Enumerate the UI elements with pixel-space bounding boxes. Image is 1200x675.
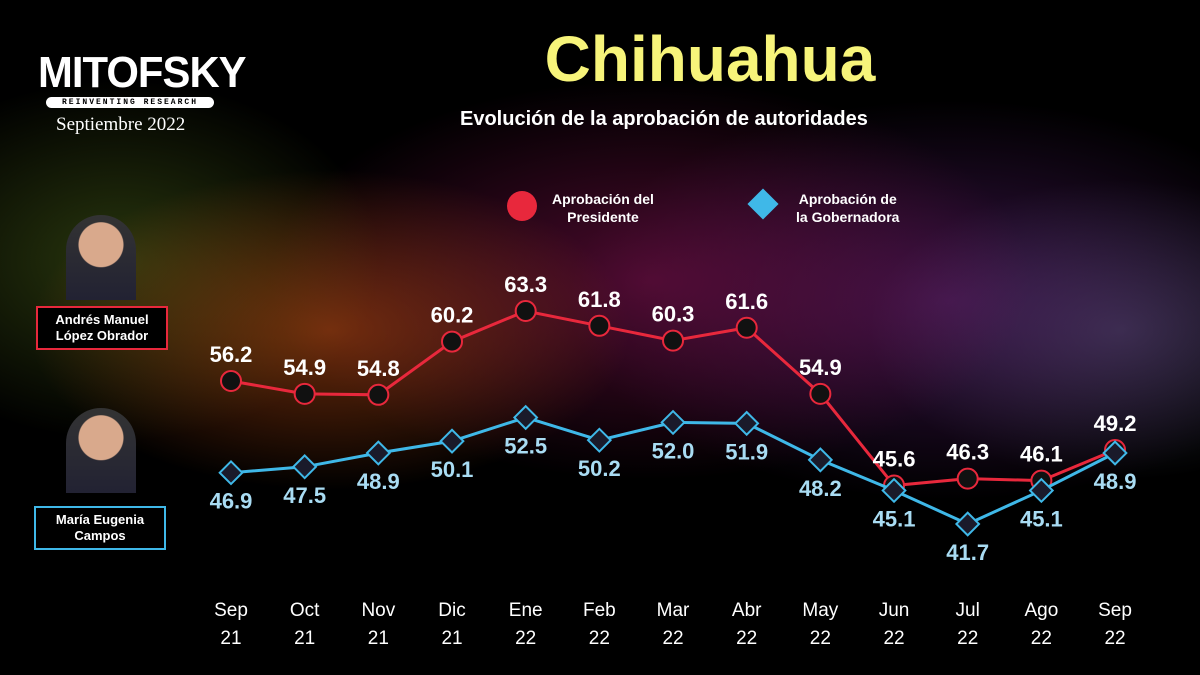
president-data-label: 61.8 [578, 287, 621, 312]
governor-data-label: 48.2 [799, 476, 842, 501]
x-tick-label: 22 [589, 628, 610, 649]
x-tick-label: 22 [810, 628, 831, 649]
governor-data-label: 48.9 [357, 469, 400, 494]
governor-data-label: 48.9 [1094, 469, 1137, 494]
president-data-label: 63.3 [504, 272, 547, 297]
x-tick-label: Sep [214, 600, 248, 621]
president-point [662, 329, 685, 352]
x-tick-label: 22 [957, 628, 978, 649]
governor-data-label: 51.9 [725, 439, 768, 464]
president-data-label: 61.6 [725, 289, 768, 314]
x-tick-label: 22 [883, 628, 904, 649]
name-line: Campos [74, 528, 126, 543]
x-tick-label: Sep [1098, 600, 1132, 621]
x-tick-label: 22 [515, 628, 536, 649]
governor-point [218, 459, 244, 486]
governor-point [660, 409, 686, 436]
x-tick-label: 21 [294, 628, 315, 649]
x-tick-label: 21 [368, 628, 389, 649]
president-point [588, 314, 611, 337]
governor-photo [66, 408, 136, 493]
president-data-label: 46.3 [946, 440, 989, 465]
governor-point [291, 454, 318, 480]
page-title: Chihuahua [544, 23, 876, 95]
x-tick-label: 21 [220, 628, 241, 649]
president-data-label: 60.2 [431, 303, 474, 328]
x-tick-label: 21 [441, 628, 462, 649]
governor-data-label: 50.2 [578, 456, 621, 481]
president-data-label: 60.3 [652, 302, 695, 327]
x-tick-label: Oct [290, 600, 320, 621]
legend-president: Aprobación del Presidente [552, 190, 654, 226]
survey-date: Septiembre 2022 [56, 114, 186, 135]
governor-data-label: 52.5 [504, 433, 547, 458]
president-data-label: 54.9 [283, 355, 326, 380]
x-tick-label: Mar [657, 600, 690, 621]
president-point [220, 370, 242, 393]
governor-point [512, 404, 539, 431]
x-tick-label: Feb [583, 600, 616, 621]
president-point [367, 383, 390, 406]
logo-tagline: REINVENTING RESEARCH [46, 97, 214, 108]
president-point [293, 382, 316, 405]
x-tick-label: Ago [1024, 600, 1058, 621]
legend-label: Aprobación de [798, 191, 897, 207]
governor-data-label: 46.9 [210, 489, 253, 514]
governor-point [365, 440, 392, 466]
x-tick-label: May [802, 600, 838, 621]
x-tick-label: Jun [879, 600, 910, 621]
mitofsky-logo: MITOFSKY [38, 48, 247, 97]
governor-point [733, 410, 760, 437]
x-tick-label: 22 [1104, 628, 1125, 649]
governor-point [1102, 440, 1128, 466]
name-line: María Eugenia [55, 512, 145, 527]
governor-point [439, 428, 465, 454]
name-line: Andrés Manuel [55, 312, 149, 327]
legend-diamond-icon [747, 188, 779, 220]
governor-data-label: 45.1 [1020, 506, 1063, 531]
governor-name: María Eugenia Campos [34, 506, 166, 550]
x-tick-label: 22 [736, 628, 757, 649]
legend-label: Presidente [567, 209, 639, 225]
president-data-label: 46.1 [1020, 442, 1063, 467]
x-tick-label: Nov [361, 600, 395, 621]
president-point [514, 300, 537, 322]
president-data-label: 54.8 [357, 356, 400, 381]
president-name: Andrés Manuel López Obrador [36, 306, 168, 350]
legend-label: la Gobernadora [796, 209, 900, 225]
governor-data-label: 47.5 [283, 483, 326, 508]
governor-point [807, 447, 834, 473]
governor-data-label: 52.0 [652, 438, 695, 463]
governor-data-label: 41.7 [946, 540, 989, 565]
president-data-label: 56.2 [210, 342, 253, 367]
governor-point [954, 511, 981, 537]
legend-governor: Aprobación de la Gobernadora [796, 190, 899, 226]
x-tick-label: Jul [956, 600, 980, 621]
president-point [809, 382, 832, 405]
x-tick-label: Abr [732, 600, 762, 621]
governor-point [881, 477, 907, 504]
president-data-label: 45.6 [873, 447, 916, 472]
legend-label: Aprobación del [552, 191, 654, 207]
x-tick-label: Ene [509, 600, 543, 621]
governor-data-label: 50.1 [431, 457, 474, 482]
president-point [956, 467, 979, 490]
x-tick-label: 22 [1031, 628, 1052, 649]
president-data-label: 54.9 [799, 355, 842, 380]
governor-data-label: 45.1 [873, 506, 916, 531]
president-data-label: 49.2 [1094, 411, 1137, 436]
president-photo [66, 215, 136, 300]
name-line: López Obrador [55, 328, 149, 343]
chart-subtitle: Evolución de la aprobación de autoridade… [460, 108, 868, 130]
governor-point [586, 427, 613, 453]
x-tick-label: 22 [662, 628, 683, 649]
president-point [735, 316, 758, 339]
president-point [441, 330, 464, 353]
governor-point [1028, 477, 1055, 504]
legend-circle-icon [507, 191, 537, 221]
x-tick-label: Dic [438, 600, 465, 621]
